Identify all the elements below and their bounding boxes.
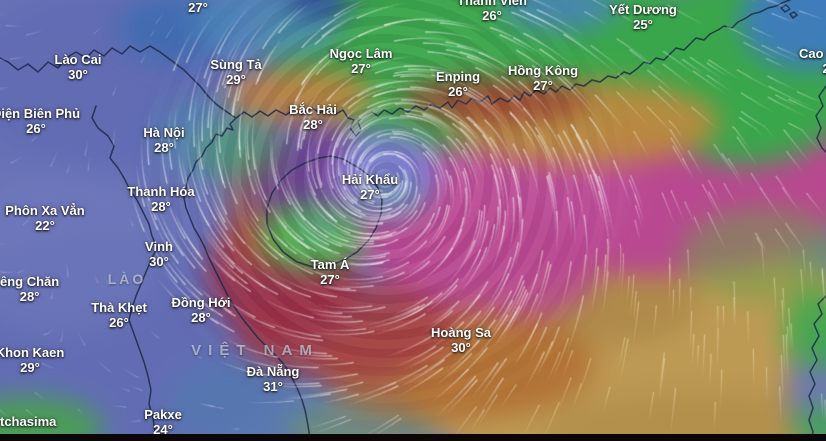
city-temperature: 24° bbox=[153, 422, 173, 437]
city-temperature: 28° bbox=[151, 199, 171, 214]
city-temperature: 27° bbox=[360, 187, 380, 202]
city-name: Hồng Kông bbox=[507, 63, 579, 78]
city-name: Thà Khẹt bbox=[91, 300, 147, 315]
city-label[interactable]: Đà Nẵng 31° bbox=[247, 364, 300, 394]
city-label[interactable]: Vinh 30° bbox=[145, 239, 173, 269]
city-temperature: 30° bbox=[149, 254, 169, 269]
city-name: Bắc Hải bbox=[289, 102, 337, 117]
city-temperature: 27° bbox=[533, 78, 553, 93]
city-label[interactable]: Lào Cai 30° bbox=[55, 52, 102, 82]
city-label[interactable]: 27° bbox=[188, 0, 208, 15]
city-label[interactable]: Tam Á 27° bbox=[311, 257, 350, 287]
city-name: Lào Cai bbox=[54, 52, 102, 67]
city-label[interactable]: Khon Kaen 29° bbox=[0, 345, 64, 375]
city-name: Tam Á bbox=[310, 257, 350, 272]
city-temperature: 26° bbox=[482, 8, 502, 23]
city-label[interactable]: Đồng Hới 28° bbox=[171, 295, 230, 325]
city-temperature: 29° bbox=[226, 72, 246, 87]
city-name: Hà Nội bbox=[143, 125, 185, 140]
city-name: êng Chăn bbox=[0, 274, 60, 289]
city-temperature: 26° bbox=[26, 121, 46, 136]
city-temperature: 28° bbox=[19, 289, 40, 304]
city-label[interactable]: Enping 26° bbox=[436, 69, 480, 99]
city-name: Pakxe bbox=[144, 407, 182, 422]
city-label[interactable]: Hà Nội 28° bbox=[143, 125, 184, 155]
city-label[interactable]: Sùng Tả 29° bbox=[210, 57, 261, 87]
bottom-bar bbox=[0, 434, 826, 441]
city-label[interactable]: Hoàng Sa 30° bbox=[431, 325, 491, 355]
city-label[interactable]: Bắc Hải 28° bbox=[289, 102, 337, 132]
city-label[interactable]: Pakxe 24° bbox=[144, 407, 182, 437]
city-temperature: 28 bbox=[799, 61, 826, 76]
country-label: LÀO bbox=[107, 271, 147, 287]
city-name: Đồng Hới bbox=[171, 295, 231, 310]
city-label[interactable]: Hải Khẩu 27° bbox=[342, 172, 398, 202]
city-name: Hải Khẩu bbox=[341, 172, 399, 187]
city-temperature: 30° bbox=[68, 67, 88, 82]
city-name: Thanh Viễn bbox=[457, 0, 527, 8]
city-name: Phôn Xa Vẳn bbox=[5, 203, 85, 218]
city-label[interactable]: Điện Biên Phủ 26° bbox=[0, 106, 80, 136]
city-temperature: 27° bbox=[188, 0, 208, 15]
city-temperature: 29° bbox=[20, 360, 40, 375]
country-label: VIỆT NAM bbox=[191, 342, 319, 359]
city-label[interactable]: Cao Hùng28 bbox=[799, 46, 826, 76]
city-name: Ngọc Lâm bbox=[329, 46, 393, 61]
city-label[interactable]: Hồng Kông 27° bbox=[508, 63, 578, 93]
city-name: Vinh bbox=[145, 239, 173, 254]
city-label[interactable]: tchasima bbox=[0, 414, 56, 429]
city-temperature: 30° bbox=[451, 340, 471, 355]
city-name: Khon Kaen bbox=[0, 345, 65, 360]
city-temperature: 31° bbox=[263, 379, 283, 394]
city-temperature: 27° bbox=[320, 272, 340, 287]
city-temperature: 28° bbox=[303, 117, 323, 132]
city-name: Đà Nẵng bbox=[246, 364, 300, 379]
city-name: Hoàng Sa bbox=[431, 325, 491, 340]
city-label[interactable]: êng Chăn 28° bbox=[0, 274, 59, 304]
city-temperature: 26° bbox=[448, 84, 468, 99]
city-name: tchasima bbox=[0, 414, 57, 429]
city-temperature: 28° bbox=[154, 140, 174, 155]
city-name: Cao Hùng bbox=[799, 46, 826, 61]
city-temperature: 27° bbox=[351, 61, 371, 76]
city-label[interactable]: Ngọc Lâm 27° bbox=[330, 46, 393, 76]
city-name: Yết Dương bbox=[609, 2, 677, 17]
city-name: Sùng Tả bbox=[210, 57, 262, 72]
city-name: Thanh Hóa bbox=[127, 184, 195, 199]
city-label[interactable]: Phôn Xa Vẳn 22° bbox=[5, 203, 84, 233]
city-temperature: 28° bbox=[191, 310, 211, 325]
city-name: Điện Biên Phủ bbox=[0, 106, 81, 121]
city-temperature: 22° bbox=[35, 218, 55, 233]
city-label[interactable]: Thanh Hóa 28° bbox=[127, 184, 194, 214]
city-label[interactable]: Thanh Viễn 26° bbox=[457, 0, 527, 23]
city-temperature: 26° bbox=[109, 315, 129, 330]
city-temperature: 25° bbox=[633, 17, 653, 32]
city-label[interactable]: Yết Dương 25° bbox=[609, 2, 677, 32]
city-name: Enping bbox=[435, 69, 481, 84]
city-label[interactable]: Thà Khẹt 26° bbox=[91, 300, 147, 330]
